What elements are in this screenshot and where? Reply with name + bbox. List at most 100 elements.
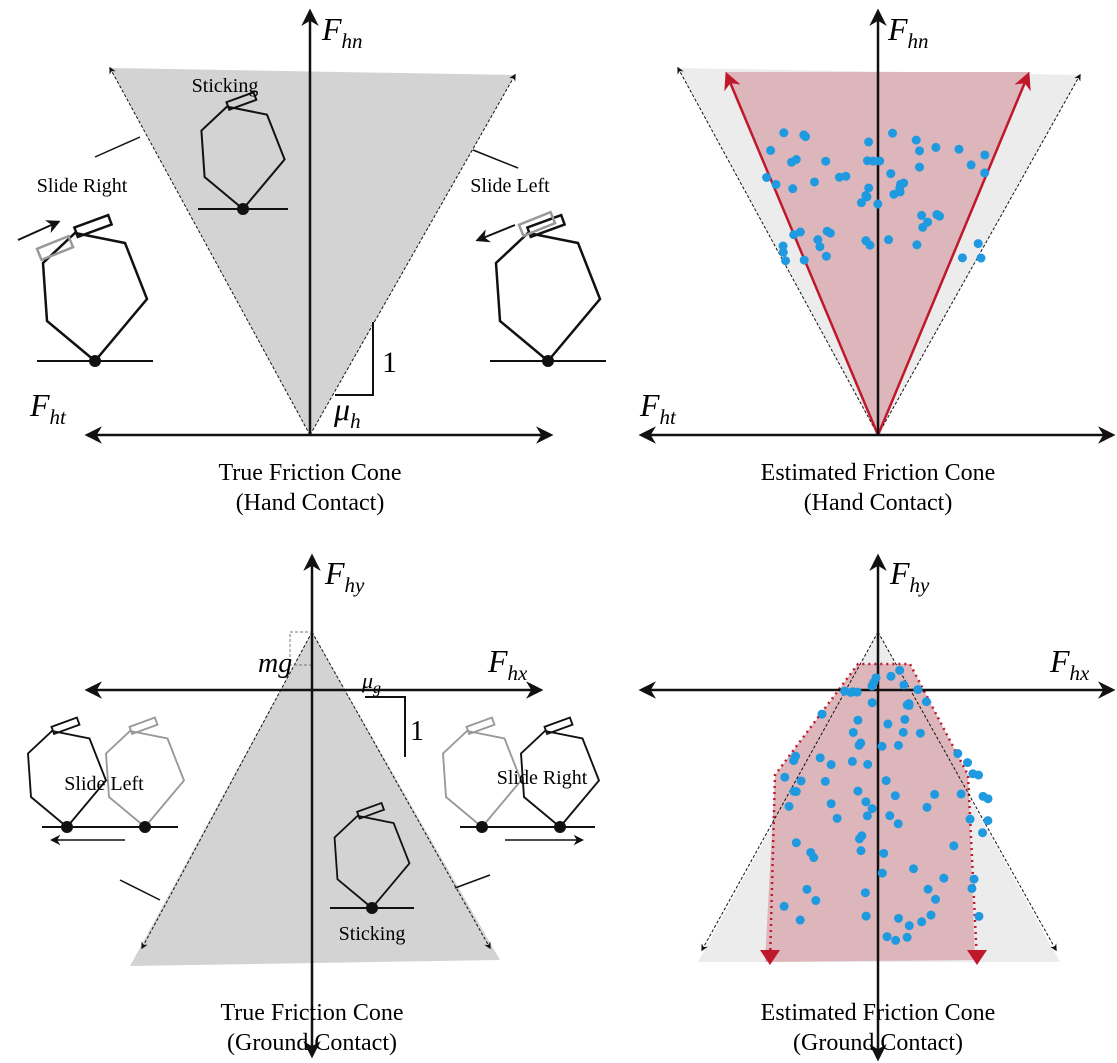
symbol: F — [321, 11, 342, 47]
sample — [868, 698, 877, 707]
sample — [827, 760, 836, 769]
sample — [886, 672, 895, 681]
sample — [894, 819, 903, 828]
panel-true-hand — [18, 12, 550, 435]
sample — [900, 715, 909, 724]
sample — [915, 163, 924, 172]
sample — [855, 834, 864, 843]
sample — [856, 846, 865, 855]
axis-label: Fht — [29, 387, 67, 429]
axis-label: Fhn — [887, 11, 929, 53]
sample — [915, 146, 924, 155]
label: 1 — [410, 716, 424, 747]
label: Estimated Friction Cone — [761, 1000, 996, 1026]
sample — [864, 183, 873, 192]
subscript: hy — [910, 573, 931, 597]
subscript: h — [350, 409, 361, 433]
sample — [883, 720, 892, 729]
robot — [43, 215, 147, 361]
sample — [974, 912, 983, 921]
sample — [878, 869, 887, 878]
sample — [931, 895, 940, 904]
label: Slide Left — [470, 175, 550, 197]
sample — [905, 921, 914, 930]
sample — [957, 789, 966, 798]
label: Slide Right — [497, 767, 588, 789]
slope-label: μh — [333, 391, 361, 433]
robot-body — [496, 233, 600, 361]
sample — [849, 728, 858, 737]
symbol: F — [324, 555, 345, 591]
sample — [980, 168, 989, 177]
sample — [895, 666, 904, 675]
robot — [496, 215, 600, 361]
symbol: F — [1049, 643, 1070, 679]
axis-label: Fhn — [321, 11, 363, 53]
sample — [853, 787, 862, 796]
axis-label: Fhy — [889, 555, 930, 597]
slope-label: μg — [361, 668, 381, 697]
sample — [891, 791, 900, 800]
sample — [894, 914, 903, 923]
panel-est-hand — [642, 12, 1112, 435]
sample — [779, 128, 788, 137]
label: Sticking — [339, 923, 406, 945]
sample — [958, 253, 967, 262]
contact — [61, 821, 73, 833]
sample — [781, 256, 790, 265]
sample — [792, 155, 801, 164]
symbol: F — [487, 643, 508, 679]
sample — [861, 888, 870, 897]
label: Slide Right — [37, 175, 128, 197]
sample — [883, 932, 892, 941]
sample — [923, 218, 932, 227]
label: Sticking — [192, 75, 259, 97]
sample — [821, 157, 830, 166]
symbol: μ — [361, 668, 373, 693]
label: 1 — [382, 346, 397, 379]
sample — [771, 180, 780, 189]
cone — [110, 68, 515, 435]
label: Slide Left — [64, 773, 144, 795]
sample — [816, 753, 825, 762]
symbol: F — [887, 11, 908, 47]
contact — [476, 821, 488, 833]
sample — [788, 184, 797, 193]
sample — [868, 804, 877, 813]
contact — [554, 821, 566, 833]
motion-arrow — [18, 222, 58, 240]
sample — [967, 884, 976, 893]
subscript: hn — [342, 29, 363, 53]
sample — [909, 864, 918, 873]
sample — [912, 136, 921, 145]
sample — [873, 200, 882, 209]
label: (Hand Contact) — [804, 490, 953, 516]
subscript: hx — [1070, 661, 1091, 685]
sample — [903, 700, 912, 709]
symbol: F — [29, 387, 50, 423]
contact — [542, 355, 554, 367]
sample — [780, 902, 789, 911]
sample — [865, 241, 874, 250]
sample — [882, 776, 891, 785]
sample — [896, 187, 905, 196]
sample — [872, 673, 881, 682]
axis-label: Fhx — [487, 643, 528, 685]
sample — [800, 256, 809, 265]
sample — [932, 210, 941, 219]
symbol: μ — [333, 391, 350, 427]
label: Estimated Friction Cone — [761, 460, 996, 486]
sample — [922, 803, 931, 812]
contact — [366, 902, 378, 914]
axis-label: Fhy — [324, 555, 365, 597]
sample — [809, 853, 818, 862]
sample — [833, 814, 842, 823]
sample — [903, 933, 912, 942]
label: True Friction Cone — [218, 460, 401, 486]
sample — [953, 749, 962, 758]
sample — [835, 173, 844, 182]
sample — [878, 742, 887, 751]
sample — [796, 916, 805, 925]
subscript: ht — [50, 405, 68, 429]
sample — [917, 917, 926, 926]
